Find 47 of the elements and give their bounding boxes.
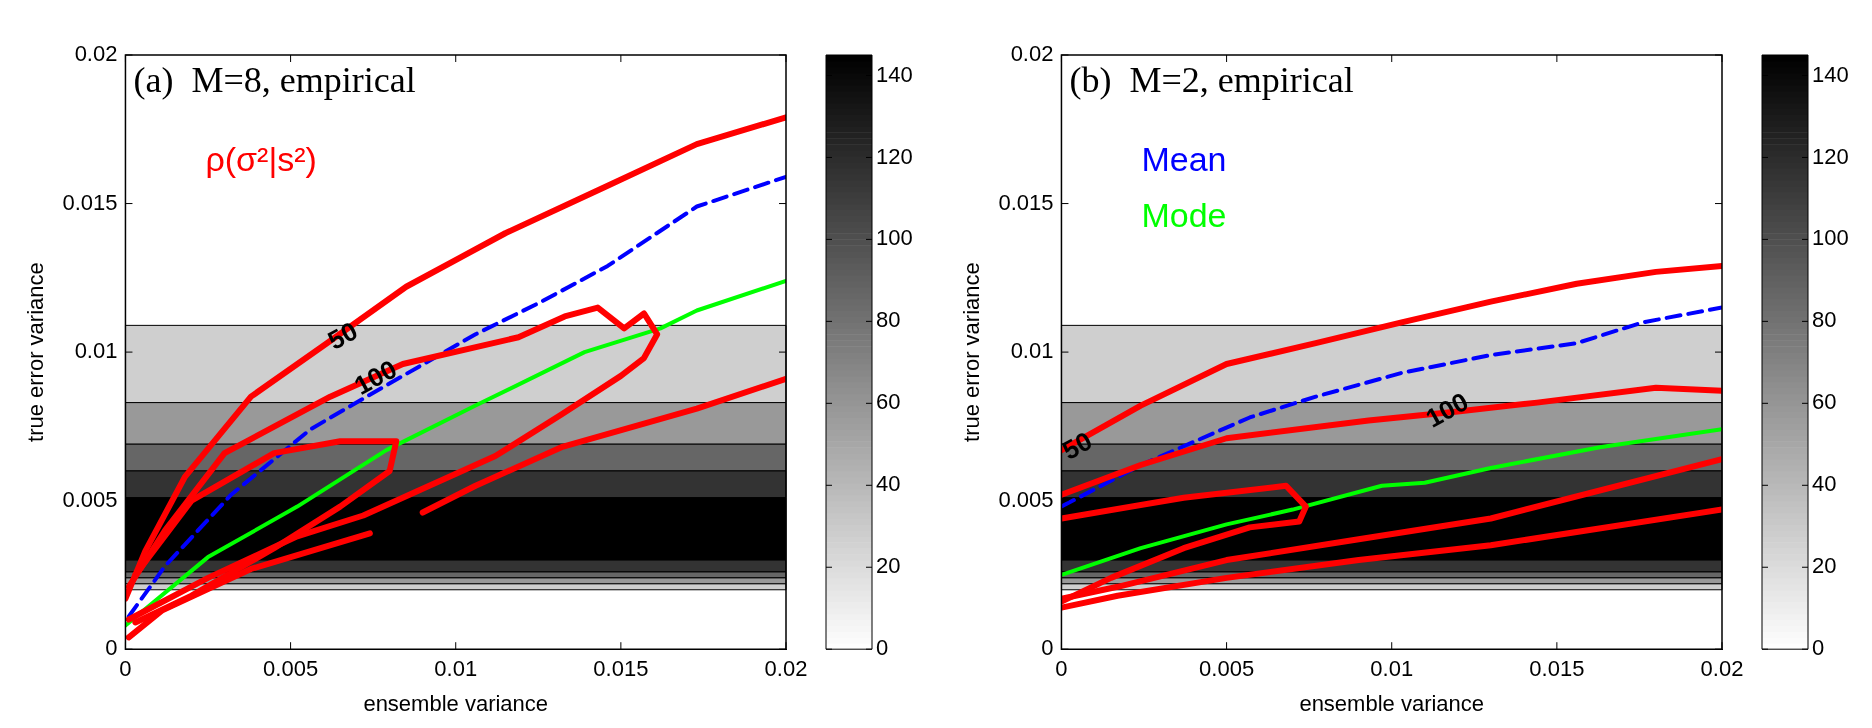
annotation: 50 [1057, 425, 1097, 466]
x-tick-label: 0.015 [593, 656, 649, 682]
color-bar-label: 140 [876, 61, 913, 87]
color-bar-label: 60 [1812, 389, 1837, 415]
y-tick-label: 0.01 [74, 338, 118, 364]
x-tick-label: 0.01 [1370, 656, 1414, 682]
color-bar-label: 100 [876, 225, 913, 251]
y-axis-title: true error variance [959, 262, 985, 442]
y-tick-label: 0.02 [74, 41, 118, 67]
color-bar-label: 120 [1812, 143, 1849, 169]
annotation: 100 [1420, 386, 1474, 434]
annotation: 50 [322, 315, 363, 356]
color-bar-label: 0 [1812, 635, 1825, 661]
x-tick-label: 0.02 [764, 656, 808, 682]
y-tick-label: 0.01 [1010, 338, 1054, 364]
x-axis-title: ensemble variance [1299, 690, 1485, 716]
color-bar-label: 120 [876, 143, 913, 169]
color-bar-label: 80 [876, 307, 901, 333]
color-bar-label: 20 [1812, 553, 1837, 579]
y-tick-label: 0 [1041, 635, 1054, 661]
text: ρ(σ²|s²) [205, 140, 317, 179]
y-tick-label: 0 [105, 635, 118, 661]
x-tick-label: 0.02 [1700, 656, 1744, 682]
color-bar-label: 20 [876, 553, 901, 579]
text: Mean [1141, 140, 1227, 179]
color-bar-label: 80 [1812, 307, 1837, 333]
x-tick-label: 0.005 [263, 656, 319, 682]
color-bar-label: 140 [1812, 61, 1849, 87]
y-axis-title: true error variance [23, 262, 49, 442]
color-bar-label: 40 [1812, 471, 1837, 497]
color-bar-label: 100 [1812, 225, 1849, 251]
y-tick-label: 0.005 [62, 486, 118, 512]
chart-title: (a) M=8, empirical [133, 60, 416, 101]
color-bar-label: 60 [876, 389, 901, 415]
x-tick-label: 0.015 [1529, 656, 1585, 682]
y-tick-label: 0.005 [998, 486, 1054, 512]
y-tick-label: 0.02 [1010, 41, 1054, 67]
color-bar-label: 0 [876, 635, 889, 661]
y-tick-label: 0.015 [62, 189, 118, 215]
color-bar-label: 40 [876, 471, 901, 497]
text: Mode [1141, 196, 1227, 235]
x-tick-label: 0.005 [1199, 656, 1255, 682]
chart-title: (b) M=2, empirical [1069, 60, 1354, 101]
x-tick-label: 0.01 [434, 656, 478, 682]
x-axis-title: ensemble variance [363, 690, 549, 716]
annotation: 100 [349, 353, 402, 401]
y-tick-label: 0.015 [998, 189, 1054, 215]
